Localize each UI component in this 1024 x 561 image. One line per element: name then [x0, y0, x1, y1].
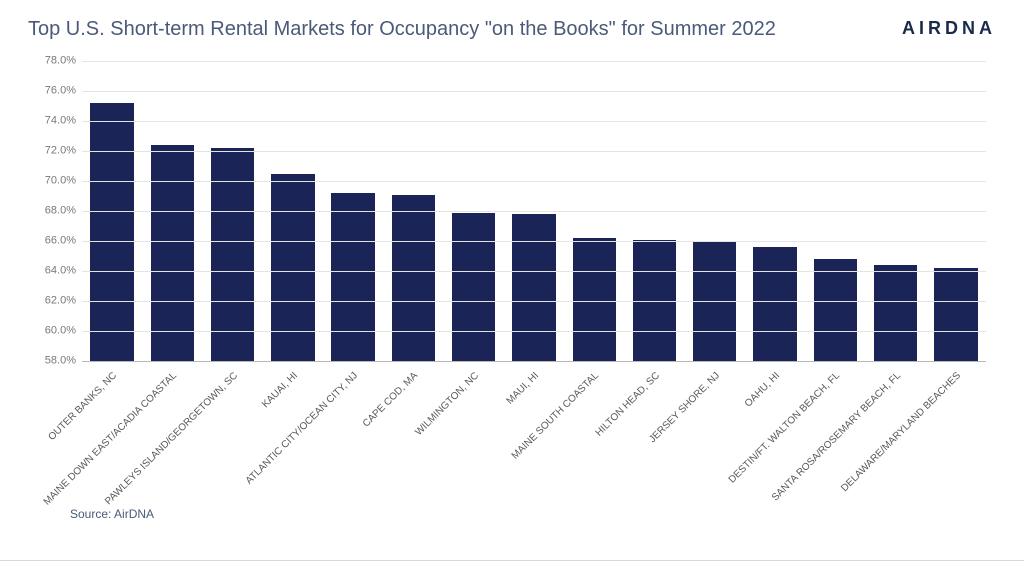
y-tick-label: 68.0% [28, 206, 76, 217]
header: Top U.S. Short-term Rental Markets for O… [28, 18, 996, 41]
x-tick-label: MAUI, HI [505, 371, 541, 407]
x-label-slot: DELAWARE/MARYLAND BEACHES [926, 365, 986, 535]
bar [814, 259, 857, 361]
plot-area: 58.0%60.0%62.0%64.0%66.0%68.0%70.0%72.0%… [82, 61, 986, 361]
source-label: Source: AirDNA [70, 507, 154, 521]
x-label-slot: CAPE COD, MA [383, 365, 443, 535]
y-tick-label: 60.0% [28, 326, 76, 337]
gridline [82, 121, 986, 122]
bar [90, 103, 133, 361]
y-tick-label: 76.0% [28, 86, 76, 97]
y-tick-label: 58.0% [28, 356, 76, 367]
chart-title: Top U.S. Short-term Rental Markets for O… [28, 18, 776, 41]
x-axis-labels: OUTER BANKS, NCMAINE DOWN EAST/ACADIA CO… [82, 365, 986, 535]
bar [452, 213, 495, 362]
x-label-slot: HILTON HEAD, SC [624, 365, 684, 535]
y-tick-label: 78.0% [28, 56, 76, 67]
page-root: Top U.S. Short-term Rental Markets for O… [0, 0, 1024, 561]
bar [573, 238, 616, 361]
x-label-slot: JERSEY SHORE, NJ [685, 365, 745, 535]
y-tick-label: 66.0% [28, 236, 76, 247]
gridline [82, 331, 986, 332]
y-tick-label: 74.0% [28, 116, 76, 127]
bar [331, 193, 374, 361]
x-label-slot: MAINE SOUTH COASTAL [564, 365, 624, 535]
bar [392, 195, 435, 362]
gridline [82, 181, 986, 182]
bar [874, 265, 917, 361]
y-tick-label: 72.0% [28, 146, 76, 157]
bar [512, 214, 555, 361]
x-tick-label: OAHU, HI [744, 371, 783, 410]
bar [271, 174, 314, 362]
gridline [82, 271, 986, 272]
gridline [82, 241, 986, 242]
bar [151, 145, 194, 361]
gridline [82, 301, 986, 302]
gridline [82, 211, 986, 212]
y-tick-label: 62.0% [28, 296, 76, 307]
gridline [82, 151, 986, 152]
gridline [82, 91, 986, 92]
x-label-slot: WILMINGTON, NC [444, 365, 504, 535]
bar [753, 247, 796, 361]
chart-container: 58.0% 60.0% 62.0% 64.0% 66.0% 68.0% 70.0% 72.0%… [28, 51, 996, 531]
y-tick-label: 64.0% [28, 266, 76, 277]
bar [211, 148, 254, 361]
x-tick-label: KAUAI, HI [261, 371, 300, 410]
gridline [82, 361, 986, 362]
brand-logo: AIRDNA [902, 18, 996, 39]
y-tick-label: 70.0% [28, 176, 76, 187]
gridline [82, 61, 986, 62]
bar [934, 268, 977, 361]
x-label-slot: PAWLEYS ISLAND/GEORGETOWN, SC [203, 365, 263, 535]
x-label-slot: ATLANTIC CITY/OCEAN CITY, NJ [323, 365, 383, 535]
